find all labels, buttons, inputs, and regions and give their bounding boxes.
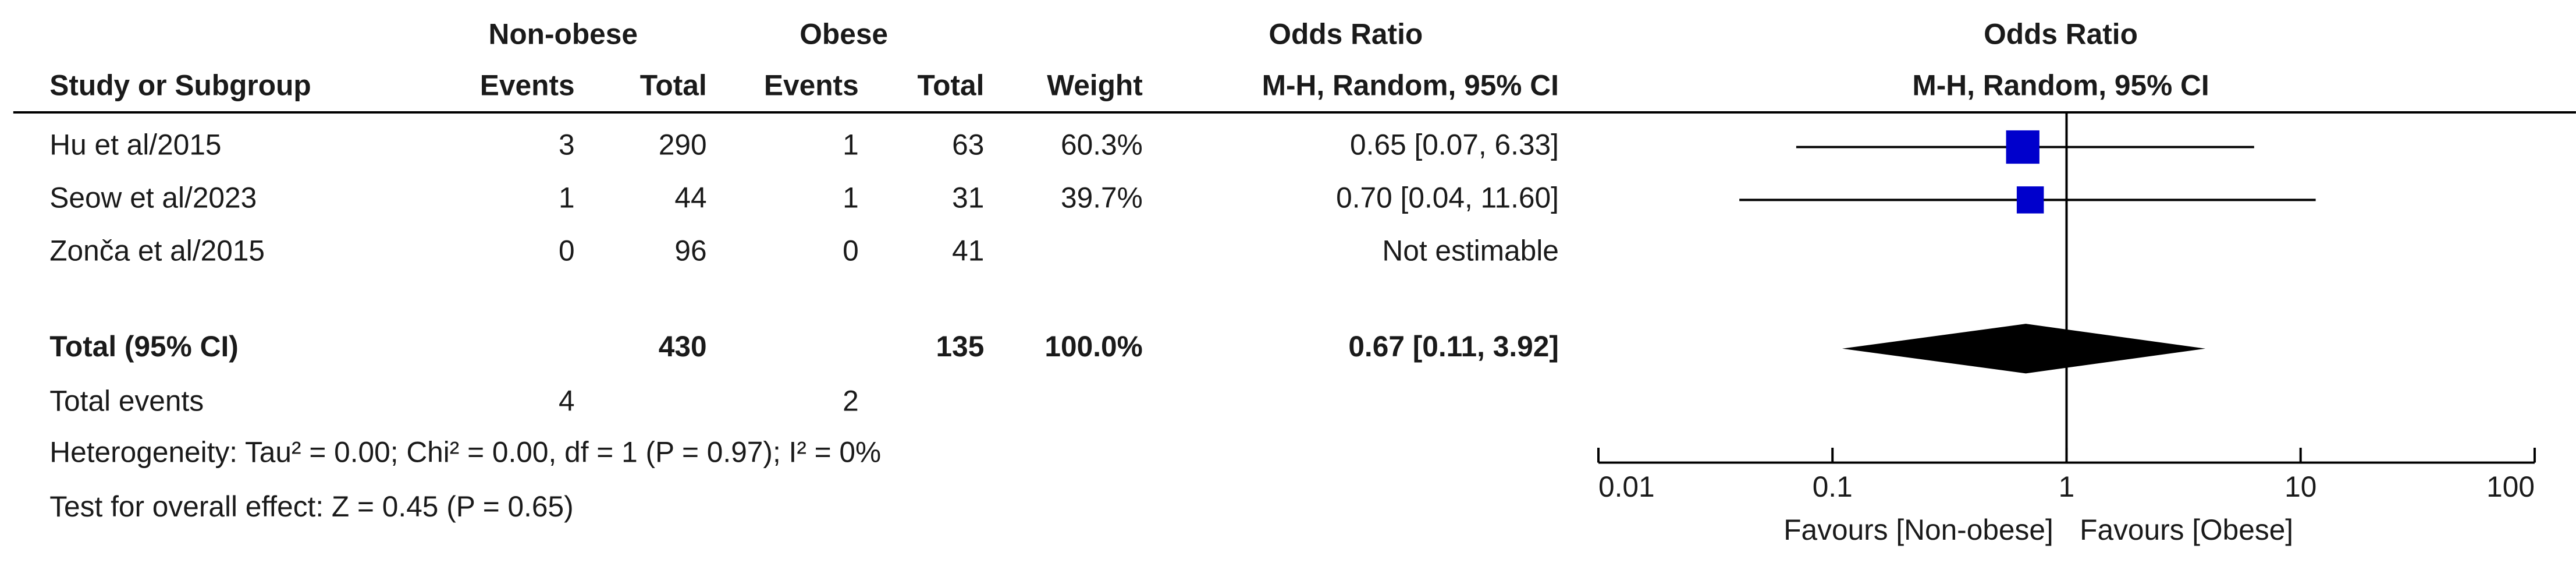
column-header: Study or Subgroup (49, 69, 311, 102)
x-tick-label: 10 (2284, 470, 2316, 503)
column-header: Total (640, 69, 707, 102)
total-events: 4 (559, 385, 575, 417)
total-name: Total (95% CI) (49, 330, 239, 363)
x-tick-label: 100 (2486, 470, 2535, 503)
total-cell: 135 (936, 330, 985, 363)
study-square (2016, 186, 2044, 214)
plot-subtitle: M-H, Random, 95% CI (1912, 69, 2209, 102)
study-square (2006, 130, 2040, 164)
heterogeneity: Heterogeneity: Tau² = 0.00; Chi² = 0.00,… (49, 436, 881, 468)
weight: 60.3% (1061, 129, 1143, 161)
x-tick-label: 1 (2059, 470, 2075, 503)
table-cell: 290 (659, 129, 707, 161)
table-cell: 3 (559, 129, 575, 161)
total-events: 2 (843, 385, 859, 417)
column-group: Odds Ratio (1269, 18, 1423, 51)
table-cell: 31 (952, 181, 984, 214)
total-cell: 430 (659, 330, 707, 363)
study-name: Hu et al/2015 (49, 129, 221, 161)
column-header: Total (917, 69, 984, 102)
column-header: Events (480, 69, 575, 102)
x-tick-label: 0.1 (1813, 470, 1853, 503)
table-cell: 96 (674, 234, 706, 267)
plot-title: Odds Ratio (1984, 18, 2138, 51)
odds-ratio: 0.65 [0.07, 6.33] (1350, 129, 1559, 161)
total-events-label: Total events (49, 385, 204, 417)
odds-ratio: Not estimable (1382, 234, 1559, 267)
total-odds-ratio: 0.67 [0.11, 3.92] (1348, 330, 1559, 363)
study-name: Zonča et al/2015 (49, 234, 265, 267)
table-cell: 1 (559, 181, 575, 214)
table-cell: 0 (559, 234, 575, 267)
x-label-left: Favours [Non-obese] (1783, 514, 2053, 546)
total-diamond (1842, 324, 2206, 374)
weight: 39.7% (1061, 181, 1143, 214)
study-name: Seow et al/2023 (49, 181, 257, 214)
x-tick-label: 0.01 (1598, 470, 1655, 503)
table-cell: 1 (843, 181, 859, 214)
column-group: Obese (800, 18, 888, 51)
column-header: M-H, Random, 95% CI (1262, 69, 1559, 102)
table-cell: 0 (843, 234, 859, 267)
x-label-right: Favours [Obese] (2080, 514, 2293, 546)
column-header: Weight (1047, 69, 1143, 102)
table-cell: 44 (674, 181, 706, 214)
total-weight: 100.0% (1044, 330, 1142, 363)
table-cell: 1 (843, 129, 859, 161)
table-cell: 63 (952, 129, 984, 161)
column-header: Events (764, 69, 859, 102)
overall-effect: Test for overall effect: Z = 0.45 (P = 0… (49, 490, 573, 523)
odds-ratio: 0.70 [0.04, 11.60] (1336, 181, 1559, 214)
table-cell: 41 (952, 234, 984, 267)
column-group: Non-obese (489, 18, 638, 51)
